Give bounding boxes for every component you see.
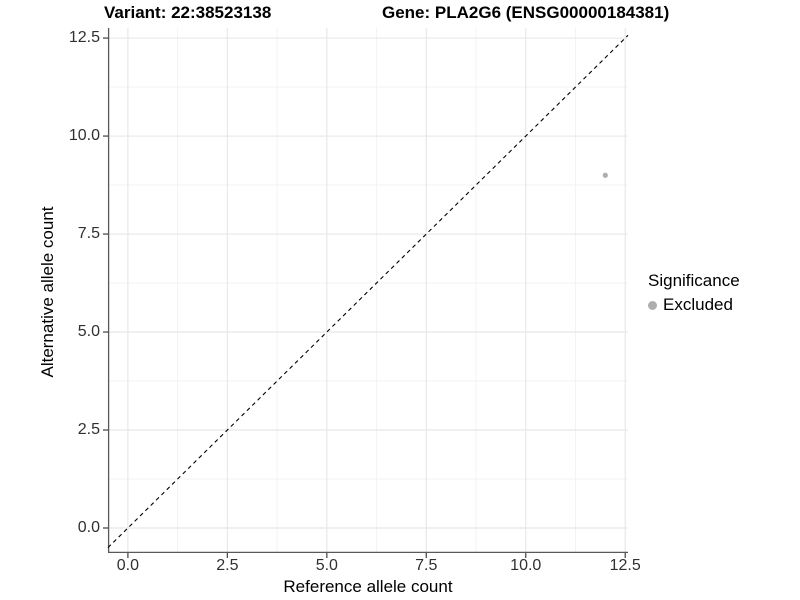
x-axis-title: Reference allele count <box>283 577 453 596</box>
y-tick-label: 2.5 <box>77 421 100 438</box>
plot-panel <box>103 28 629 558</box>
y-tick-label: 7.5 <box>77 225 100 243</box>
y-axis-tick-labels: 0.0 2.5 5.0 7.5 10.0 12.5 <box>0 28 103 553</box>
legend-key-dot-icon <box>648 300 657 310</box>
x-axis-tick-labels: 0.0 2.5 5.0 7.5 10.0 12.5 <box>108 557 641 575</box>
y-tick-label: 5.0 <box>77 323 100 341</box>
legend-item-label: Excluded <box>663 295 733 314</box>
legend: Significance Excluded <box>645 271 740 315</box>
legend-item-excluded: Excluded <box>645 295 740 315</box>
plot-title-gene: Gene: PLA2G6 (ENSG00000184381) <box>382 3 670 22</box>
x-tick-label: 0.0 <box>116 557 140 574</box>
x-tick-label: 2.5 <box>216 557 239 574</box>
x-tick-label: 5.0 <box>315 557 338 574</box>
plot-title-variant: Variant: 22:38523138 <box>104 3 272 22</box>
x-tick-label: 12.5 <box>609 557 641 574</box>
identity-line <box>107 34 629 548</box>
data-point <box>602 172 608 178</box>
y-tick-label: 0.0 <box>77 518 100 536</box>
legend-title: Significance <box>648 271 740 290</box>
y-axis-title: Alternative allele count <box>38 206 57 378</box>
y-tick-label: 12.5 <box>68 29 100 47</box>
x-tick-label: 10.0 <box>510 557 542 574</box>
y-tick-label: 10.0 <box>68 127 100 145</box>
plot-area-svg <box>103 28 629 558</box>
x-tick-label: 7.5 <box>415 557 438 574</box>
